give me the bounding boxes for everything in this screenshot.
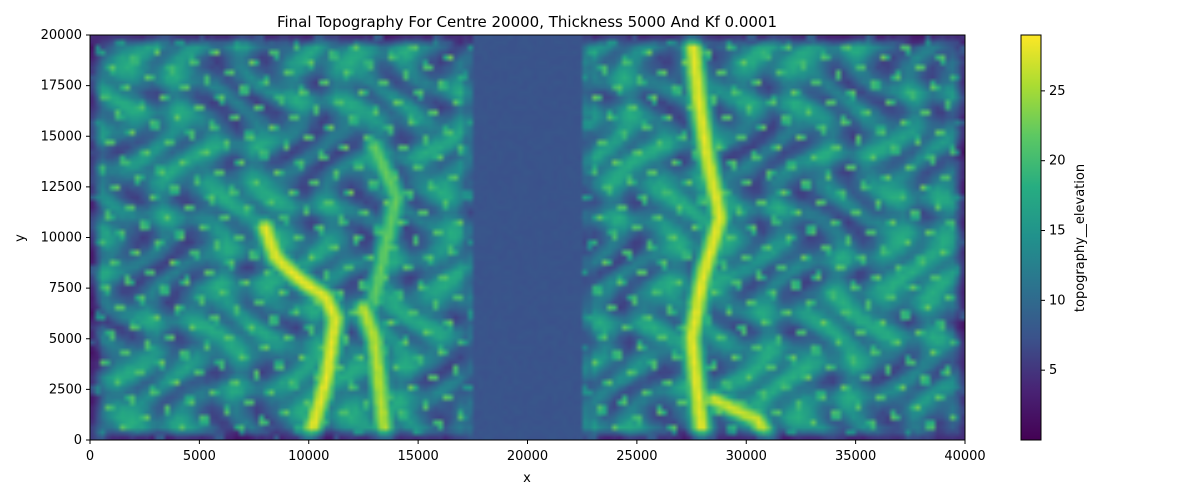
heatmap-image [90,35,965,440]
x-tick-label: 35000 [835,449,876,464]
y-tick-label: 5000 [49,332,82,347]
x-axis-label: x [523,471,531,486]
colorbar-gradient [1020,34,1042,441]
x-tick-label: 30000 [726,449,767,464]
colorbar-label: topography__elevation [1073,164,1088,312]
colorbar-tick-label: 10 [1049,293,1066,308]
y-tick-label: 12500 [41,180,82,195]
heatmap-plot [89,34,966,441]
y-tick-label: 0 [74,433,82,448]
y-axis-label: y [13,234,28,242]
x-tick-label: 0 [86,449,94,464]
y-tick-label: 2500 [49,382,82,397]
colorbar-tick-label: 25 [1049,84,1066,99]
y-tick-label: 20000 [41,28,82,43]
x-tick-label: 15000 [397,449,438,464]
y-tick-label: 10000 [41,231,82,246]
y-tick-label: 15000 [41,129,82,144]
y-tick-label: 7500 [49,281,82,296]
x-tick-label: 10000 [288,449,329,464]
x-tick-label: 20000 [507,449,548,464]
x-tick-label: 5000 [183,449,216,464]
colorbar-ticks: 5 10 15 20 25 [1041,84,1066,378]
x-tick-label: 40000 [944,449,985,464]
colorbar-tick-label: 20 [1049,154,1066,169]
x-tick-label: 25000 [616,449,657,464]
colorbar-tick-label: 5 [1049,363,1057,378]
chart-title: Final Topography For Centre 20000, Thick… [277,13,777,31]
y-tick-label: 17500 [41,79,82,94]
y-axis-ticks: 0 2500 5000 7500 10000 12500 15000 17500 20000 [41,28,90,448]
colorbar-tick-label: 15 [1049,224,1066,239]
x-axis-ticks: 0 5000 10000 15000 20000 25000 30000 35000 40000 [86,440,986,464]
colorbar: 5 10 15 20 25 topography__elevation [1020,34,1088,441]
